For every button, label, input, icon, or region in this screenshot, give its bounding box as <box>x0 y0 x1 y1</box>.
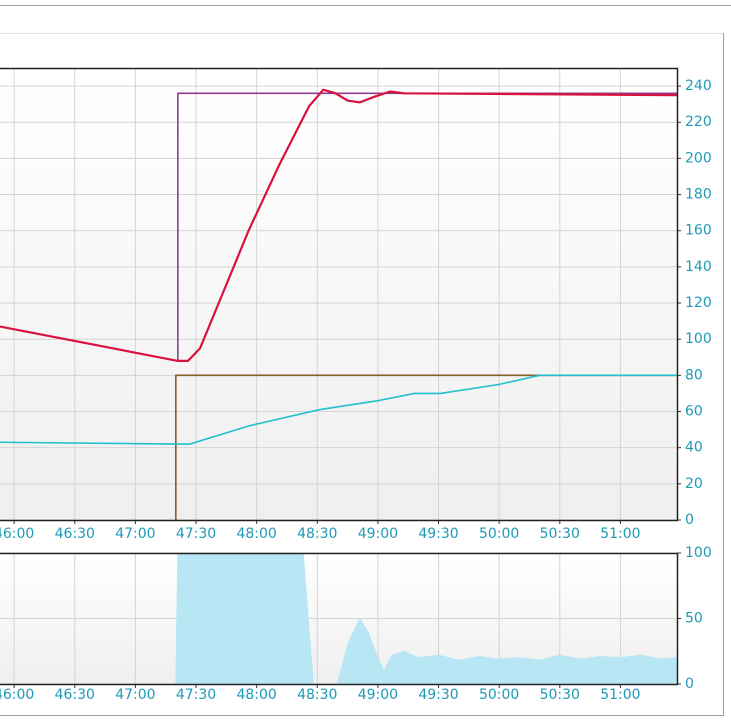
series-group <box>0 88 677 520</box>
x-tick-label: 48:30 <box>297 526 337 542</box>
line <box>0 88 677 362</box>
y-tick-label: 160 <box>685 223 712 239</box>
y-tick-label: 140 <box>685 259 712 275</box>
y-tick-label: 60 <box>685 404 703 420</box>
x-tick-label: 50:00 <box>479 526 519 542</box>
y-tick-label: 200 <box>685 150 712 166</box>
x-tick-label: 49:00 <box>358 526 398 542</box>
y-tick-label: 120 <box>685 295 712 311</box>
y-tick-label: 240 <box>685 78 712 94</box>
x-tick-label: 46:00 <box>0 526 34 542</box>
x-tick-label: 47:00 <box>115 687 155 703</box>
x-tick-label: 49:30 <box>418 687 458 703</box>
x-tick-label: 47:00 <box>115 526 155 542</box>
x-tick-label: 47:30 <box>176 687 216 703</box>
x-tick-label: 49:00 <box>358 687 398 703</box>
y-tick-label: 20 <box>685 476 703 492</box>
y-tick-label: 0 <box>685 512 694 528</box>
plot-border <box>0 552 679 686</box>
x-tick-label: 48:00 <box>236 687 276 703</box>
x-tick-label: 50:30 <box>540 526 580 542</box>
x-tick-label: 46:30 <box>55 526 95 542</box>
x-tick-label: 51:00 <box>600 687 640 703</box>
x-tick-label: 51:00 <box>600 526 640 542</box>
series-group <box>0 553 677 684</box>
x-tick-label: 46:00 <box>0 687 34 703</box>
plot-area <box>0 68 677 520</box>
x-tick-label: 49:30 <box>418 526 458 542</box>
x-tick-label: 48:00 <box>236 526 276 542</box>
y-tick-label: 0 <box>685 676 694 692</box>
x-tick-label: 46:30 <box>55 687 95 703</box>
x-tick-label: 50:00 <box>479 687 519 703</box>
area <box>0 553 677 684</box>
y-tick-label: 50 <box>685 611 703 627</box>
y-tick-label: 220 <box>685 114 712 130</box>
plot-border <box>0 67 679 522</box>
y-tick-label: 180 <box>685 187 712 203</box>
line <box>175 374 677 520</box>
y-tick-label: 80 <box>685 367 703 383</box>
line <box>0 374 677 445</box>
y-tick-label: 40 <box>685 440 703 456</box>
x-tick-label: 47:30 <box>176 526 216 542</box>
x-tick-label: 48:30 <box>297 687 337 703</box>
x-tick-label: 50:30 <box>540 687 580 703</box>
y-tick-label: 100 <box>685 331 712 347</box>
y-tick-label: 100 <box>685 545 712 561</box>
